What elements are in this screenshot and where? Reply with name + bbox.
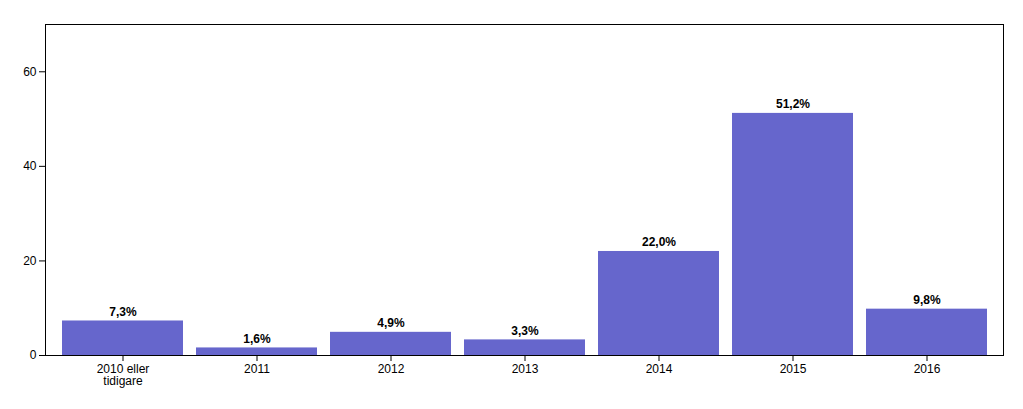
svg-text:9,8%: 9,8%: [913, 293, 941, 307]
svg-text:2015: 2015: [780, 362, 807, 376]
svg-text:60: 60: [23, 65, 37, 79]
svg-text:2010 ellertidigare: 2010 ellertidigare: [97, 362, 150, 388]
svg-text:20: 20: [23, 254, 37, 268]
svg-text:1,6%: 1,6%: [243, 332, 271, 346]
svg-text:4,9%: 4,9%: [377, 316, 405, 330]
svg-text:2012: 2012: [378, 362, 405, 376]
svg-text:2011: 2011: [244, 362, 270, 376]
svg-text:2016: 2016: [914, 362, 941, 376]
svg-text:7,3%: 7,3%: [109, 305, 137, 319]
svg-text:51,2%: 51,2%: [776, 97, 810, 111]
svg-text:40: 40: [23, 159, 37, 173]
svg-text:2013: 2013: [512, 362, 539, 376]
svg-text:2014: 2014: [646, 362, 673, 376]
svg-text:3,3%: 3,3%: [511, 324, 539, 338]
svg-text:22,0%: 22,0%: [642, 235, 676, 249]
svg-text:0: 0: [30, 348, 37, 362]
